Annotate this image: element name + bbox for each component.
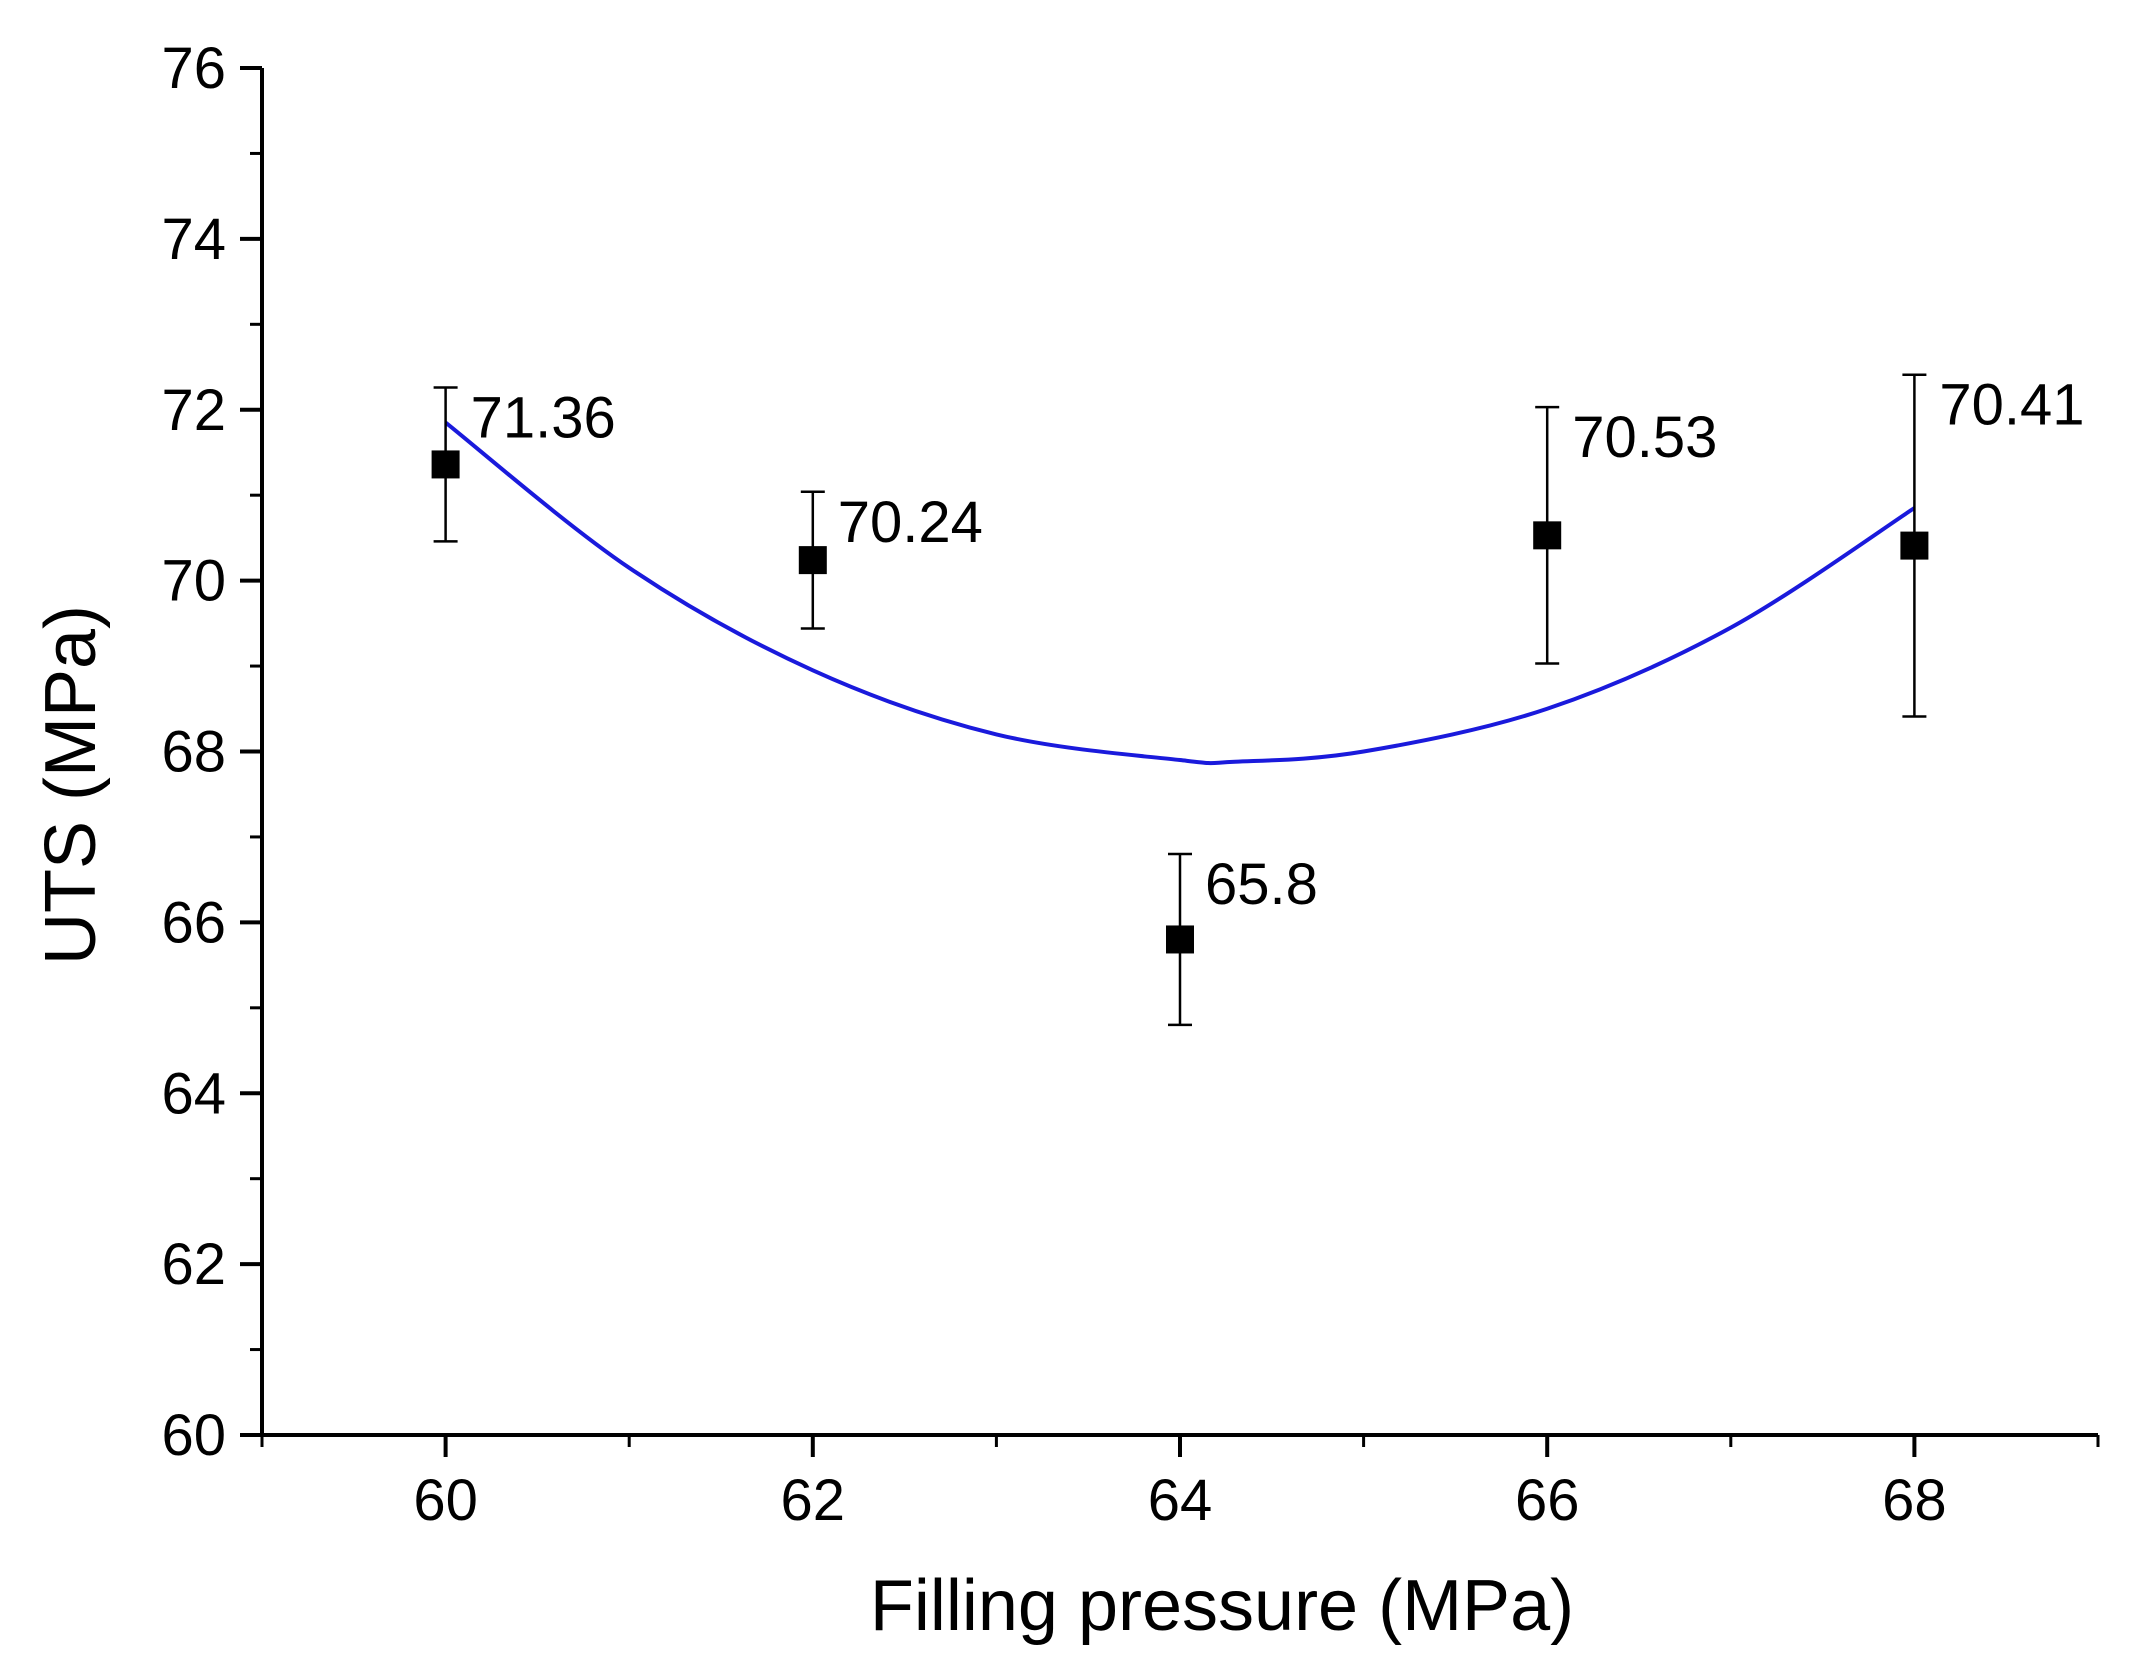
- y-axis-title: UTS (MPa): [31, 605, 111, 965]
- x-tick-label-64: 64: [1148, 1468, 1213, 1533]
- data-label-64: 65.8: [1205, 852, 1318, 917]
- y-tick-label-64: 64: [161, 1061, 226, 1126]
- data-label-66: 70.53: [1572, 405, 1717, 470]
- axes: 60 62 64 66 68 70 72 74 76 60 62 64 66 68: [161, 36, 2100, 1533]
- y-tick-label-74: 74: [161, 207, 226, 272]
- data-label-62: 70.24: [838, 490, 983, 555]
- y-tick-label-72: 72: [161, 378, 226, 443]
- data-points-group: 71.36 70.24 65.8 70.53 70.41: [431, 373, 2085, 1027]
- data-label-60: 71.36: [471, 386, 616, 451]
- x-tick-label-60: 60: [413, 1468, 478, 1533]
- y-tick-label-66: 66: [161, 890, 226, 955]
- y-tick-label-60: 60: [161, 1403, 226, 1468]
- y-tick-label-70: 70: [161, 549, 226, 614]
- fit-curve-group: [444, 420, 1916, 766]
- y-tick-label-68: 68: [161, 720, 226, 785]
- data-point-68: [1900, 531, 1929, 560]
- x-tick-label-66: 66: [1515, 1468, 1580, 1533]
- data-point-62: [798, 546, 827, 575]
- x-tick-label-62: 62: [781, 1468, 846, 1533]
- data-point-60: [431, 450, 460, 479]
- data-point-66: [1533, 521, 1562, 550]
- fit-curve-line: [444, 420, 1916, 766]
- data-label-68: 70.41: [1939, 373, 2084, 438]
- x-tick-label-68: 68: [1882, 1468, 1947, 1533]
- data-point-64: [1166, 925, 1194, 954]
- y-tick-label-62: 62: [161, 1232, 226, 1297]
- y-tick-label-76: 76: [161, 36, 226, 101]
- x-axis-title: Filling pressure (MPa): [870, 1566, 1574, 1646]
